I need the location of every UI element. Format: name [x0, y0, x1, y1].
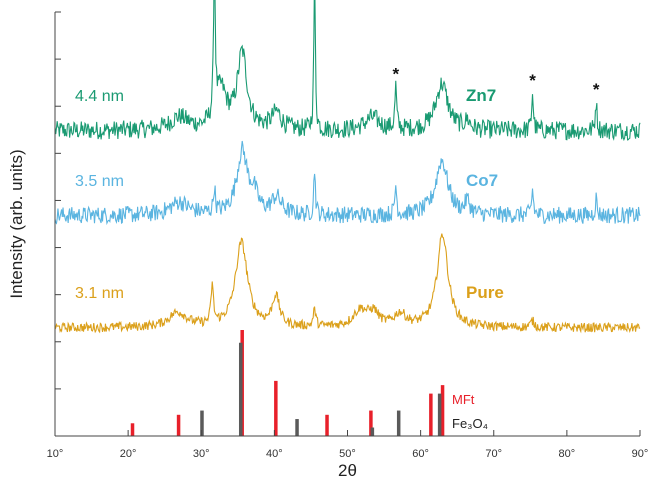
- x-tick-label: 60°: [412, 448, 429, 460]
- x-tick-label: 40°: [266, 448, 283, 460]
- series-label-zn7: Zn7: [466, 86, 496, 105]
- impurity-marker: *: [529, 71, 536, 90]
- series-line-pure: [54, 233, 641, 334]
- series-label-co7: Co7: [466, 171, 498, 190]
- impurity-marker: *: [392, 64, 399, 83]
- x-tick-label: 50°: [339, 448, 356, 460]
- size-label: 3.1 nm: [75, 285, 124, 302]
- x-tick-label: 10°: [47, 448, 64, 460]
- impurity-marker: *: [593, 80, 600, 99]
- x-tick-label: 90°: [632, 448, 649, 460]
- x-tick-label: 70°: [485, 448, 502, 460]
- ref-label-fe3o4: Fe₃O₄: [452, 416, 488, 431]
- ref-label-mft: MFt: [452, 392, 475, 407]
- size-label: 4.4 nm: [75, 88, 124, 105]
- x-tick-label: 20°: [120, 448, 137, 460]
- series-line-zn7: [54, 0, 641, 142]
- series-label-pure: Pure: [466, 283, 504, 302]
- x-tick-label: 80°: [559, 448, 576, 460]
- y-axis-title: Intensity (arb. units): [7, 149, 26, 298]
- series-layer: [54, 0, 641, 334]
- series-line-co7: [54, 140, 641, 226]
- axes: 10° 20° 30° 40° 50° 60° 70° 80° 90°: [47, 11, 649, 460]
- x-tick-label: 30°: [193, 448, 210, 460]
- x-axis-title: 2θ: [338, 461, 357, 480]
- size-label: 3.5 nm: [75, 173, 124, 190]
- series-labels: 4.4 nm Zn7 3.5 nm Co7 3.1 nm Pure MFt Fe₃O₄: [75, 86, 504, 431]
- impurity-markers: *****: [392, 64, 600, 99]
- reference-patterns: [130, 330, 445, 436]
